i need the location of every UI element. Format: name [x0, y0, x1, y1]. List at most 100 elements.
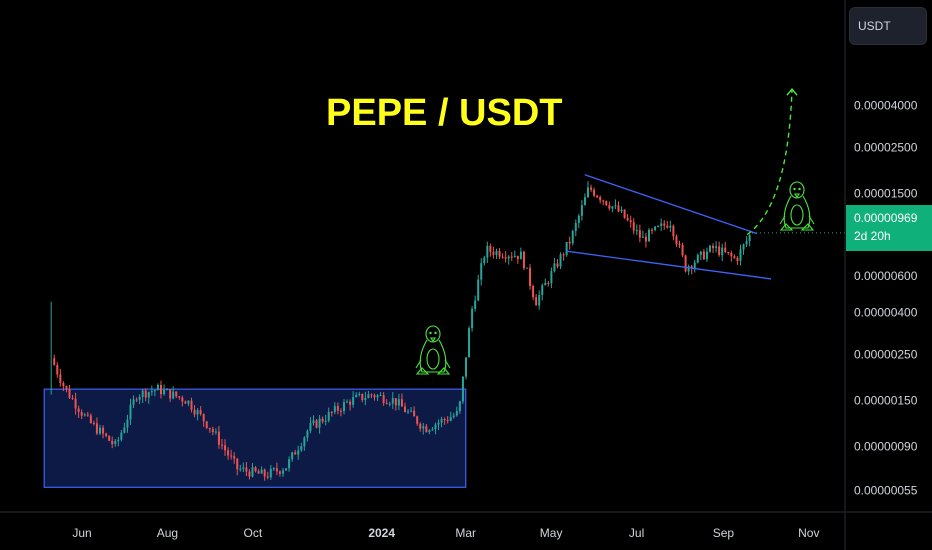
candle: [464, 357, 467, 380]
candle: [516, 255, 519, 264]
candle: [285, 468, 288, 471]
candle: [583, 193, 586, 206]
candle: [605, 200, 608, 207]
candle: [281, 467, 284, 477]
candle: [410, 406, 413, 413]
candle: [599, 195, 602, 204]
candle: [532, 284, 535, 301]
candle: [156, 383, 159, 391]
wedge-lower-trendline[interactable]: [566, 250, 772, 280]
candle: [544, 278, 547, 286]
bar-countdown: 2d 20h: [854, 229, 891, 243]
candle: [288, 456, 291, 472]
candle: [159, 380, 162, 399]
time-axis-label: Jun: [72, 526, 91, 540]
candle: [309, 417, 312, 434]
candle: [175, 391, 178, 399]
candle: [702, 248, 705, 260]
candle: [303, 436, 306, 451]
candle: [724, 241, 727, 254]
candle: [468, 326, 471, 358]
candle: [214, 428, 217, 435]
candle: [272, 467, 275, 471]
candle: [89, 413, 92, 424]
candle: [705, 247, 708, 262]
candle: [129, 398, 132, 426]
time-axis-label: Jul: [629, 526, 644, 540]
candle: [361, 393, 364, 403]
candle: [614, 199, 617, 210]
candle: [187, 400, 190, 407]
candle: [712, 243, 715, 254]
candle: [733, 254, 736, 259]
candle: [132, 395, 135, 409]
chart-title: PEPE / USDT: [326, 92, 563, 134]
quote-currency-button[interactable]: USDT: [849, 7, 927, 45]
candle: [626, 213, 629, 222]
candle: [358, 391, 361, 397]
candle: [538, 290, 541, 310]
candle: [278, 470, 281, 477]
candle: [327, 407, 330, 423]
candle: [407, 409, 410, 414]
time-axis-label: 2024: [368, 526, 395, 540]
wedge-upper-trendline[interactable]: [584, 174, 758, 235]
candle: [333, 402, 336, 415]
candle: [349, 399, 352, 411]
candle: [53, 354, 56, 366]
candle: [477, 274, 480, 302]
candle: [471, 306, 474, 332]
candle: [190, 397, 193, 413]
candle: [95, 417, 98, 436]
candle: [245, 461, 248, 477]
candle: [608, 201, 611, 211]
candle: [748, 234, 751, 247]
candle: [504, 251, 507, 263]
candle: [147, 391, 150, 404]
candle: [556, 259, 559, 269]
candle: [56, 362, 59, 378]
candle: [739, 244, 742, 266]
candle: [623, 209, 626, 219]
candle: [681, 242, 684, 258]
price-axis[interactable]: 0.00004000 0.00002500 0.00001500 0.00000600…: [854, 99, 918, 498]
candle: [385, 399, 388, 405]
candle: [641, 230, 644, 238]
candle: [431, 427, 434, 431]
candle: [336, 402, 339, 415]
time-axis-label: Mar: [455, 526, 476, 540]
candle: [126, 414, 129, 433]
candle: [718, 241, 721, 257]
candle: [83, 412, 86, 417]
candle: [400, 393, 403, 407]
candle: [269, 465, 272, 480]
candle: [342, 399, 345, 415]
price-axis-label: 0.00004000: [854, 99, 918, 113]
candle: [370, 393, 373, 399]
candle: [660, 218, 663, 232]
candle: [443, 417, 446, 425]
last-price-value: 0.00000969: [854, 211, 918, 225]
candle: [529, 264, 532, 290]
candle: [568, 236, 571, 250]
candle: [577, 213, 580, 229]
candle: [580, 199, 583, 221]
candle: [98, 424, 101, 436]
candle: [663, 220, 666, 230]
projection-arrow-line[interactable]: [746, 89, 793, 236]
candle: [629, 215, 632, 228]
penguin-icon: [779, 181, 815, 231]
candle: [715, 241, 718, 253]
candle: [571, 229, 574, 246]
candle: [684, 254, 687, 273]
candle: [355, 392, 358, 398]
candle: [510, 251, 513, 262]
candle: [330, 411, 333, 417]
candle: [486, 241, 489, 264]
time-axis[interactable]: Jun Aug Oct 2024 Mar May Jul Sep Nov: [72, 526, 819, 540]
candle: [440, 416, 443, 428]
candle: [71, 394, 74, 400]
candle: [678, 240, 681, 249]
candle: [220, 438, 223, 450]
